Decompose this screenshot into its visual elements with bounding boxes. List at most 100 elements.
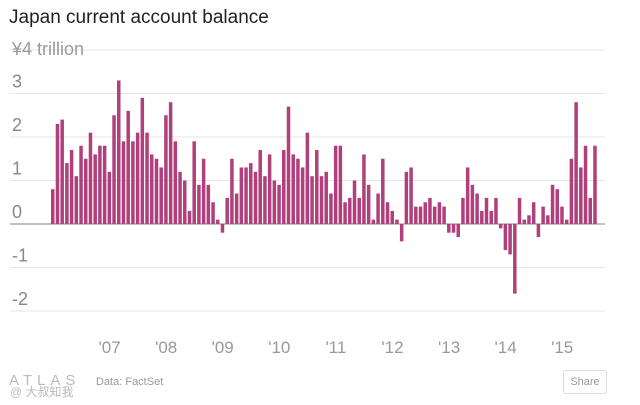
y-tick-label: 0 [12, 202, 22, 222]
bar [225, 197, 229, 224]
bar [126, 110, 130, 224]
bar [324, 171, 328, 224]
bar [239, 167, 244, 224]
bar [564, 219, 569, 224]
atlas-logo[interactable]: ATLAS [9, 372, 81, 389]
bar [93, 154, 97, 224]
bar [121, 141, 126, 224]
bar [211, 202, 215, 224]
bar [583, 145, 588, 224]
bar [244, 167, 248, 224]
bar [145, 132, 149, 224]
bar [267, 154, 272, 224]
bar [55, 123, 60, 224]
y-tick-label: -1 [12, 246, 28, 266]
bar [574, 102, 578, 224]
bar [522, 219, 526, 224]
x-tick-label: '08 [155, 338, 177, 357]
bar [131, 141, 135, 224]
bar [286, 106, 291, 224]
bar [60, 119, 64, 224]
x-tick-label: '15 [551, 338, 573, 357]
bar [305, 132, 310, 224]
bar [187, 210, 192, 224]
bar [531, 202, 536, 224]
x-tick-label: '07 [99, 338, 121, 357]
x-tick-label: '11 [325, 338, 346, 357]
bar [461, 197, 465, 224]
bar [173, 141, 178, 224]
bar [258, 150, 262, 224]
bar [381, 158, 385, 224]
share-button[interactable]: Share [563, 370, 607, 394]
bar [333, 145, 338, 224]
bar [536, 224, 541, 238]
bar [513, 224, 517, 294]
bar [588, 197, 593, 224]
bar [319, 176, 324, 224]
watermark: @ 大叔知我 [10, 385, 74, 399]
y-tick-label: -2 [12, 289, 28, 309]
bar [329, 193, 333, 224]
bar [465, 167, 470, 224]
bar [107, 171, 112, 224]
bar [296, 158, 300, 224]
bar [432, 206, 437, 224]
x-tick-label: '14 [495, 338, 517, 357]
x-tick-label: '13 [438, 338, 460, 357]
bar [352, 180, 357, 224]
x-tick-label: '09 [212, 338, 234, 357]
bar [74, 176, 79, 224]
bar [206, 184, 211, 224]
bar [362, 154, 366, 224]
bar [164, 115, 168, 224]
bar [140, 97, 145, 224]
bar [348, 197, 352, 224]
bar [117, 80, 121, 224]
bar [65, 163, 69, 224]
bar [480, 210, 484, 224]
bar [234, 193, 239, 224]
bar [560, 206, 564, 224]
bar [489, 210, 493, 224]
bar [447, 224, 451, 233]
bar [437, 202, 442, 224]
bar [150, 154, 154, 224]
bar [277, 184, 281, 224]
bar [456, 224, 460, 238]
bar [79, 145, 83, 224]
bar [282, 150, 286, 224]
bar [98, 145, 102, 224]
bar [183, 180, 187, 224]
bar [550, 184, 555, 224]
bar [541, 206, 545, 224]
bar [291, 154, 295, 224]
bar [395, 219, 399, 224]
bar [168, 102, 173, 224]
chart-title: Japan current account balance [9, 7, 269, 28]
bar [503, 224, 508, 251]
bar [84, 158, 88, 224]
bar [112, 115, 116, 224]
bar [428, 197, 432, 224]
bar [272, 180, 277, 224]
bar [253, 171, 258, 224]
bar [517, 197, 522, 224]
bar [409, 167, 413, 224]
bar [315, 150, 319, 224]
bar [555, 189, 559, 224]
bar [102, 145, 107, 224]
bar [249, 163, 253, 224]
bar [385, 202, 390, 224]
bar [404, 171, 409, 224]
bar [135, 132, 140, 224]
bar [263, 176, 267, 224]
bar [498, 224, 503, 229]
bar [414, 206, 418, 224]
bar [376, 193, 380, 224]
bar [569, 158, 574, 224]
bar [338, 145, 343, 224]
bar [88, 132, 93, 224]
x-tick-label: '10 [268, 338, 290, 357]
